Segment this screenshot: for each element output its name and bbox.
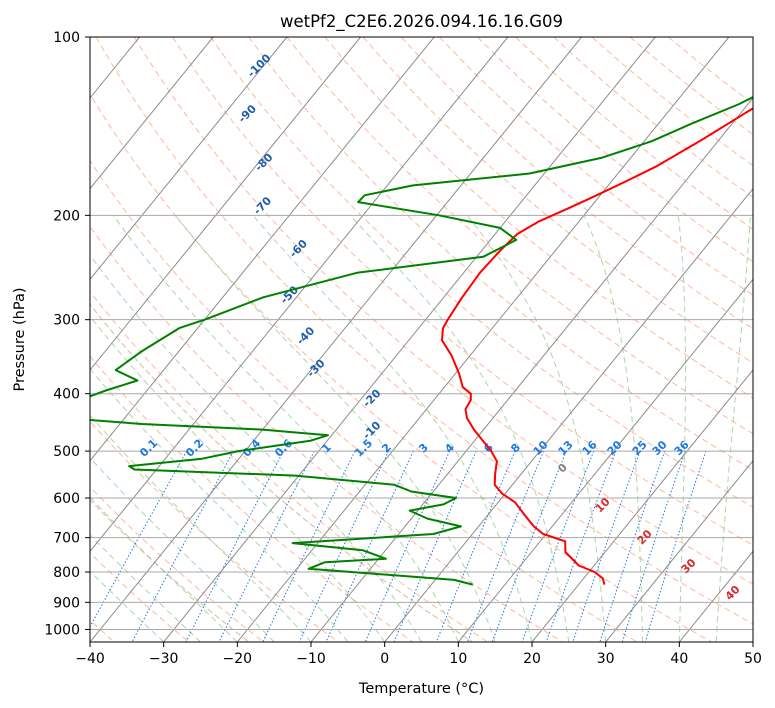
y-tick-label: 1000: [44, 622, 80, 638]
mixing-ratio-line: [467, 450, 545, 642]
x-tick-label: −10: [296, 651, 326, 667]
x-tick-label: 10: [449, 651, 467, 667]
pressure-grid: [90, 37, 753, 630]
dry-adiabat-line: [90, 93, 712, 642]
dry-adiabat-line: [90, 225, 563, 642]
isotherm-line: [605, 459, 753, 642]
isotherm-line: [90, 37, 582, 642]
isotherm-line: [90, 37, 435, 462]
mixing-ratio-line: [572, 450, 641, 642]
y-axis-label: Pressure (hPa): [12, 287, 28, 391]
dry-adiabat-line: [90, 552, 190, 642]
dry-adiabat-line: [172, 37, 753, 546]
y-tick-label: 100: [53, 30, 80, 46]
chart-title: wetPf2_C2E6.2026.094.16.16.G09: [280, 12, 563, 32]
isotherm-line: [90, 37, 288, 281]
moist-adiabat-line: [583, 215, 643, 642]
moist-adiabat-line: [90, 315, 386, 642]
isotherm-line: [163, 37, 656, 642]
dry-adiabat-line: [400, 37, 753, 330]
y-tick-label: 600: [53, 491, 80, 507]
isotherm-line: [531, 369, 753, 642]
isotherm-line: [90, 37, 361, 371]
mixing-ratio-line: [185, 450, 284, 642]
moist-adiabat-line: [90, 570, 165, 642]
isotherm-line: [457, 278, 753, 642]
moist-adiabat-line: [466, 214, 607, 642]
dry-adiabat-line: [90, 290, 488, 642]
isotherm-line: [90, 37, 509, 553]
temperature-trace: [441, 107, 753, 585]
mixing-ratio-line: [364, 450, 451, 642]
bg-curve-2: [90, 499, 250, 642]
moist-adiabat-line: [90, 496, 238, 642]
moist-adiabat-line: [715, 215, 751, 642]
x-tick-label: −40: [75, 651, 105, 667]
moist-adiabat-line: [252, 214, 533, 642]
x-axis-label: Temperature (°C): [358, 681, 484, 697]
x-tick-label: −20: [223, 651, 253, 667]
moist-adiabat-line: [90, 368, 349, 642]
y-tick-label: 200: [53, 208, 80, 224]
mixing-ratio-line: [491, 450, 567, 642]
mixing-ratio-line: [599, 450, 666, 642]
mixing-ratio-line: [90, 450, 188, 628]
y-tick-label: 300: [53, 313, 80, 329]
dry-adiabat-line: [210, 37, 753, 508]
y-tick-label: 500: [53, 444, 80, 460]
moist-adiabat-line: [677, 215, 686, 642]
dry-adiabat-line: [362, 37, 753, 364]
bg-curve-3: [90, 303, 474, 642]
y-axis: 100 200 300 400 500 600 700 800 900 1000: [44, 30, 90, 638]
x-tick-label: 20: [523, 651, 541, 667]
mixing-ratio-line: [545, 450, 617, 642]
dry-adiabat-line: [133, 37, 753, 585]
x-tick-label: 40: [670, 651, 688, 667]
moist-adiabat-line: [90, 534, 201, 642]
mixing-ratio-line: [521, 450, 595, 642]
isotherm-line: [310, 97, 753, 642]
moist-adiabat-line: [175, 214, 496, 642]
mixing-ratio-line: [621, 450, 686, 642]
mixing-ratio-line: [218, 450, 315, 642]
dry-adiabat-line: [95, 37, 753, 625]
x-tick-label: 50: [744, 651, 762, 667]
y-tick-label: 800: [53, 565, 80, 581]
isotherm-line: [90, 37, 214, 190]
x-tick-label: −30: [149, 651, 179, 667]
mixing-ratio-line: [262, 450, 356, 642]
moist-adiabat-line: [90, 254, 422, 642]
dewpoint-trace: [90, 96, 753, 586]
dry-adiabat-line: [324, 37, 753, 399]
dry-adiabat-line: [90, 486, 264, 642]
y-tick-label: 400: [53, 387, 80, 403]
y-tick-label: 900: [53, 595, 80, 611]
dry-adiabat-line: [90, 159, 638, 642]
y-tick-label: 700: [53, 531, 80, 547]
isotherm-line: [384, 187, 753, 642]
dry-adiabats: [90, 37, 753, 642]
x-axis: −40 −30 −20 −10 0 10 20 30 40 50: [75, 642, 762, 667]
moist-adiabats: [90, 214, 751, 642]
dry-adiabat-line: [439, 37, 753, 296]
plot-frame: [89, 36, 754, 643]
mixing-ratio-line: [644, 450, 707, 642]
x-tick-label: 0: [380, 651, 389, 667]
x-tick-label: 30: [597, 651, 615, 667]
moist-adiabat-line: [112, 215, 459, 642]
moist-adiabat-line: [90, 414, 312, 642]
